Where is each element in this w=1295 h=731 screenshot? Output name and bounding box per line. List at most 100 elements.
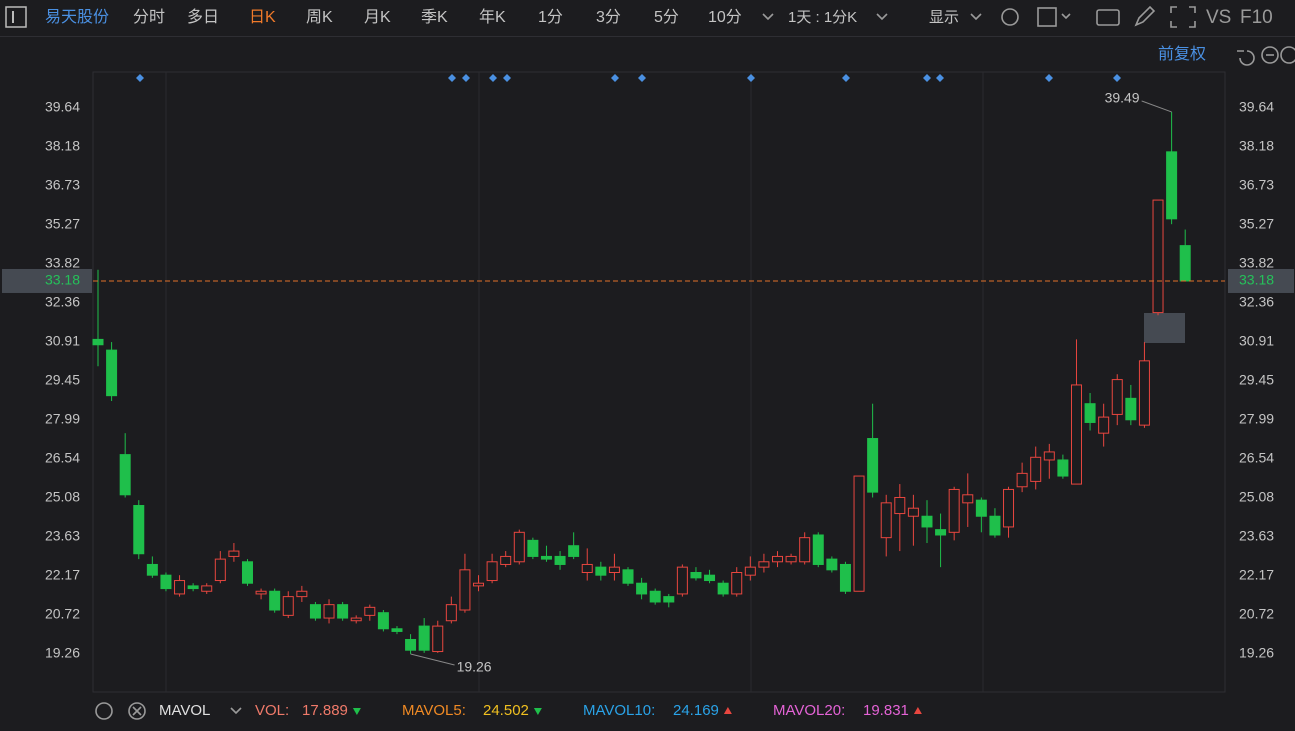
period-tab[interactable]: 5分 <box>654 8 679 26</box>
f10-button[interactable]: F10 <box>1240 7 1273 28</box>
indicator-close[interactable] <box>128 702 146 720</box>
edit-icon[interactable] <box>1134 5 1156 27</box>
candle-body <box>201 585 213 592</box>
y-tick-label: 23.63 <box>45 528 80 544</box>
candle-body <box>296 590 308 598</box>
candle-body <box>1084 403 1096 423</box>
zoom-in-icon[interactable] <box>1280 46 1295 64</box>
event-marker[interactable] <box>923 74 931 82</box>
indicator-label: VOL: <box>255 702 289 719</box>
event-marker[interactable] <box>638 74 646 82</box>
candle-body <box>1016 472 1028 488</box>
interval-select[interactable]: 1天 : 1分K <box>788 9 857 26</box>
y-tick-label: 39.64 <box>45 99 80 115</box>
candle-body <box>174 580 186 595</box>
event-marker[interactable] <box>136 74 144 82</box>
event-marker[interactable] <box>503 74 511 82</box>
chevron[interactable] <box>762 13 774 21</box>
y-tick-label-right: 35.27 <box>1239 216 1274 232</box>
candle-body <box>812 534 824 565</box>
period-tab[interactable]: 日K <box>249 9 276 26</box>
box-icon[interactable] <box>1037 7 1057 27</box>
candle-body <box>1166 151 1178 220</box>
chevron[interactable] <box>1061 13 1071 20</box>
candle-body <box>459 569 471 611</box>
chevron[interactable] <box>970 13 982 21</box>
candle-body <box>405 638 417 651</box>
candle-body <box>867 438 879 493</box>
fullscreen-icon[interactable] <box>1170 6 1196 28</box>
candle-body <box>676 566 688 595</box>
candle-body <box>1138 360 1150 426</box>
candle-body <box>921 515 933 528</box>
close-x <box>132 706 142 716</box>
candle-body <box>500 555 512 565</box>
zoom-out-icon[interactable] <box>1261 46 1279 64</box>
settings-icon[interactable] <box>1001 8 1019 26</box>
candle-body <box>975 499 987 517</box>
display-menu[interactable]: 显示 <box>929 9 959 26</box>
event-marker[interactable] <box>1113 74 1121 82</box>
candle-body <box>935 529 947 536</box>
candle-body <box>377 612 389 630</box>
candle-body <box>785 555 797 563</box>
reset-icon[interactable] <box>1237 50 1255 66</box>
trend-arrow <box>913 707 922 714</box>
period-tab[interactable]: 年K <box>479 8 506 26</box>
price-tag-bg <box>1228 268 1294 293</box>
candle-body <box>1111 379 1123 415</box>
event-marker[interactable] <box>1045 74 1053 82</box>
event-marker[interactable] <box>936 74 944 82</box>
chevron[interactable] <box>876 13 888 21</box>
period-tab[interactable]: 季K <box>421 8 448 26</box>
camera-icon[interactable] <box>1096 9 1120 26</box>
y-tick-label: 38.18 <box>45 138 80 154</box>
menu-icon[interactable] <box>5 6 27 28</box>
chevron[interactable] <box>230 707 242 715</box>
y-tick-label-right: 26.54 <box>1239 450 1274 466</box>
y-tick-label: 27.99 <box>45 411 80 427</box>
period-tab[interactable]: 多日 <box>187 8 219 26</box>
period-tab[interactable]: 月K <box>364 9 391 26</box>
stock-name[interactable]: 易天股份 <box>45 8 109 26</box>
y-tick-label-right: 29.45 <box>1239 372 1274 388</box>
candle-body <box>1179 245 1191 282</box>
candle-body <box>255 590 267 595</box>
adjust-mode[interactable]: 前复权 <box>1158 45 1206 63</box>
period-tab[interactable]: 10分 <box>708 8 742 26</box>
indicator-name[interactable]: MAVOL <box>159 702 210 719</box>
indicator-value: 19.831 <box>863 702 909 719</box>
compare-button[interactable]: VS <box>1206 7 1231 28</box>
event-marker[interactable] <box>489 74 497 82</box>
candle-body <box>690 572 702 579</box>
indicator-label: MAVOL20: <box>773 702 845 719</box>
indicator-label: MAVOL5: <box>402 702 466 719</box>
candle-body <box>826 558 838 571</box>
event-marker[interactable] <box>747 74 755 82</box>
candle-body <box>282 596 294 616</box>
event-marker[interactable] <box>462 74 470 82</box>
event-marker[interactable] <box>448 74 456 82</box>
period-tab[interactable]: 1分 <box>538 8 563 26</box>
indicator-settings[interactable] <box>95 702 113 720</box>
event-marker[interactable] <box>611 74 619 82</box>
candle-body <box>581 563 593 574</box>
price-tag-bg <box>2 268 92 293</box>
candle-body <box>962 494 974 504</box>
period-tab[interactable]: 分时 <box>133 8 165 26</box>
candle-body <box>269 590 281 611</box>
candle-body <box>228 550 240 557</box>
candle-body <box>473 582 485 587</box>
candle-body <box>119 454 131 496</box>
period-tab[interactable]: 3分 <box>596 8 621 26</box>
event-marker[interactable] <box>842 74 850 82</box>
y-tick-label: 22.17 <box>45 567 80 583</box>
candle-body <box>839 563 851 592</box>
candle-body <box>1098 416 1110 434</box>
candle-body <box>540 555 552 560</box>
y-tick-label-right: 32.36 <box>1239 294 1274 310</box>
candle-body <box>364 606 376 616</box>
period-tab[interactable]: 周K <box>306 9 333 26</box>
candle-body <box>772 555 783 563</box>
